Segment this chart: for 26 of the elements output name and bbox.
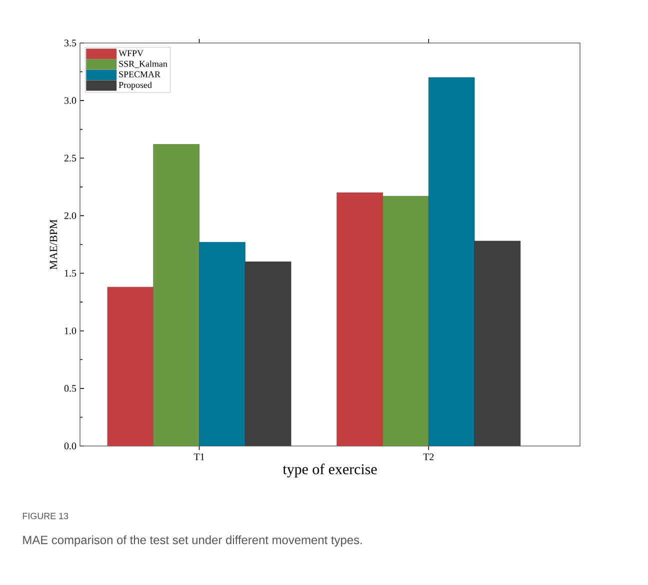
y-tick-label: 0.5 <box>64 385 76 392</box>
legend-label: Proposed <box>118 82 152 90</box>
legend-label: SPECMAR <box>119 71 160 78</box>
y-axis-title: MAE/BPM <box>50 220 58 270</box>
bar <box>428 77 475 446</box>
y-tick-label: 2.0 <box>64 212 76 220</box>
bar <box>199 242 246 446</box>
bar <box>336 192 383 446</box>
bar <box>107 286 154 446</box>
bar <box>474 240 521 446</box>
bar <box>153 144 200 446</box>
caption: FIGURE 13 <box>22 512 68 520</box>
y-tick-label: 3.0 <box>64 97 76 104</box>
text: MAE comparison of the test set under different movement types. <box>23 535 362 547</box>
bar <box>244 262 292 446</box>
y-tick-label: 0.0 <box>64 442 76 450</box>
y-tick-label: 3.5 <box>64 40 76 46</box>
bar <box>382 196 429 446</box>
y-tick-label: 1.5 <box>64 270 76 277</box>
y-tick-label: 1.0 <box>64 327 76 334</box>
x-axis-title: type of exercise <box>282 464 377 478</box>
x-tick-label: T1 <box>194 454 204 460</box>
x-tick-label: T2 <box>423 454 434 460</box>
legend-label: WFPV <box>118 50 144 56</box>
legend-label: SSR_Kalman <box>119 60 168 68</box>
y-tick-label: 2.5 <box>64 154 76 162</box>
